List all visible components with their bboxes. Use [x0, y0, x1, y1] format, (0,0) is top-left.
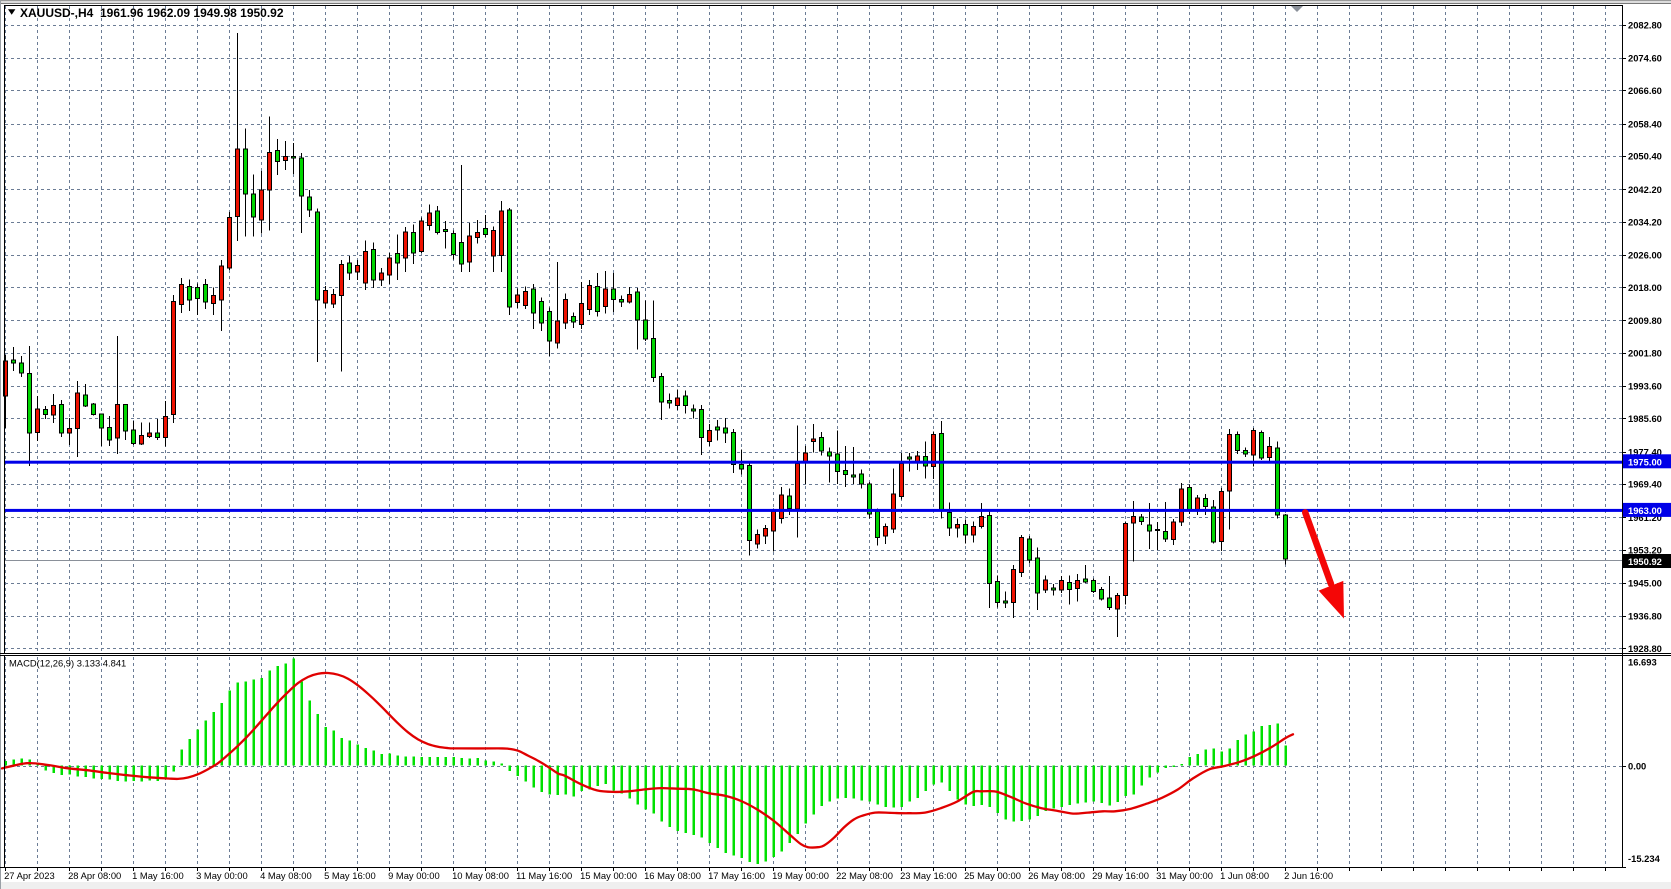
svg-text:0.00: 0.00 [1628, 761, 1646, 772]
svg-text:25 May 00:00: 25 May 00:00 [964, 870, 1021, 881]
svg-text:17 May 16:00: 17 May 16:00 [708, 870, 765, 881]
svg-text:23 May 16:00: 23 May 16:00 [900, 870, 957, 881]
svg-text:26 May 08:00: 26 May 08:00 [1028, 870, 1085, 881]
svg-text:3 May 00:00: 3 May 00:00 [196, 870, 248, 881]
svg-text:1 May 16:00: 1 May 16:00 [132, 870, 184, 881]
svg-text:2009.80: 2009.80 [1628, 315, 1662, 326]
svg-text:2058.40: 2058.40 [1628, 118, 1662, 129]
svg-text:1953.20: 1953.20 [1628, 544, 1662, 555]
svg-text:2082.80: 2082.80 [1628, 20, 1662, 31]
svg-text:2001.80: 2001.80 [1628, 348, 1662, 359]
svg-text:1977.40: 1977.40 [1628, 446, 1662, 457]
svg-text:1928.80: 1928.80 [1628, 643, 1662, 654]
svg-text:1936.80: 1936.80 [1628, 611, 1662, 622]
svg-text:2034.20: 2034.20 [1628, 216, 1662, 227]
svg-text:16.693: 16.693 [1628, 657, 1657, 668]
svg-text:1 Jun 08:00: 1 Jun 08:00 [1220, 870, 1269, 881]
svg-text:1993.60: 1993.60 [1628, 381, 1662, 392]
svg-text:29 May 16:00: 29 May 16:00 [1092, 870, 1149, 881]
svg-text:1985.60: 1985.60 [1628, 413, 1662, 424]
svg-text:1963.00: 1963.00 [1628, 505, 1662, 516]
svg-text:22 May 08:00: 22 May 08:00 [836, 870, 893, 881]
svg-text:16 May 08:00: 16 May 08:00 [644, 870, 701, 881]
svg-text:19 May 00:00: 19 May 00:00 [772, 870, 829, 881]
svg-text:5 May 16:00: 5 May 16:00 [324, 870, 376, 881]
svg-text:2026.00: 2026.00 [1628, 250, 1662, 261]
svg-text:1975.00: 1975.00 [1628, 456, 1662, 467]
svg-text:1969.40: 1969.40 [1628, 479, 1662, 490]
svg-text:2 Jun 16:00: 2 Jun 16:00 [1284, 870, 1333, 881]
svg-text:XAUUSD-,H4 1961.96 1962.09 19: XAUUSD-,H4 1961.96 1962.09 1949.98 1950.… [20, 6, 284, 20]
svg-text:9 May 00:00: 9 May 00:00 [388, 870, 440, 881]
svg-text:2066.60: 2066.60 [1628, 85, 1662, 96]
svg-text:1950.92: 1950.92 [1628, 556, 1662, 567]
svg-text:4 May 08:00: 4 May 08:00 [260, 870, 312, 881]
svg-text:2050.40: 2050.40 [1628, 151, 1662, 162]
svg-text:-15.234: -15.234 [1628, 853, 1661, 864]
svg-text:2042.20: 2042.20 [1628, 184, 1662, 195]
svg-text:2018.00: 2018.00 [1628, 282, 1662, 293]
svg-text:11 May 16:00: 11 May 16:00 [516, 870, 572, 881]
svg-text:1961.20: 1961.20 [1628, 512, 1662, 523]
svg-text:28 Apr 08:00: 28 Apr 08:00 [68, 870, 121, 881]
svg-text:1945.00: 1945.00 [1628, 578, 1662, 589]
svg-text:15 May 00:00: 15 May 00:00 [580, 870, 637, 881]
svg-text:31 May 00:00: 31 May 00:00 [1156, 870, 1213, 881]
svg-text:27 Apr 2023: 27 Apr 2023 [4, 870, 55, 881]
svg-text:MACD(12,26,9) 3.133 4.841: MACD(12,26,9) 3.133 4.841 [9, 658, 126, 669]
svg-text:2074.60: 2074.60 [1628, 53, 1662, 64]
svg-text:10 May 08:00: 10 May 08:00 [452, 870, 509, 881]
